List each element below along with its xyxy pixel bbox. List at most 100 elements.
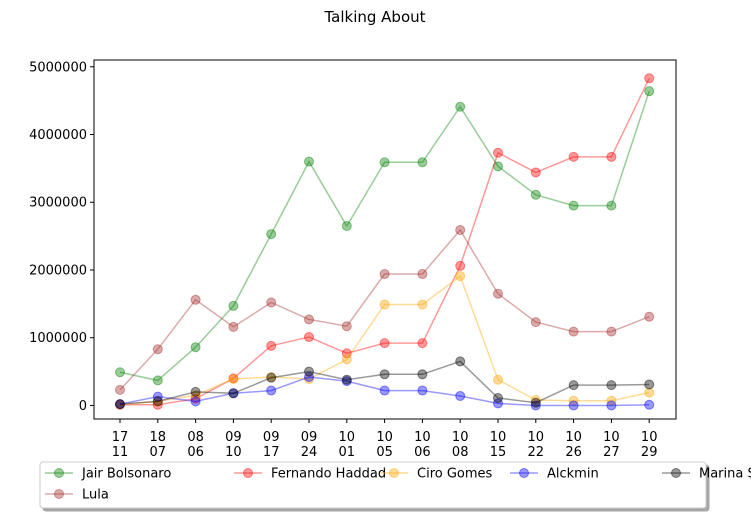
data-point-lula — [493, 288, 503, 299]
data-point-jair-bolsonaro — [530, 189, 541, 200]
legend-label-jair-bolsonaro: Jair Bolsonaro — [81, 467, 171, 482]
data-point-lula — [152, 344, 163, 355]
data-point-jair-bolsonaro — [417, 157, 428, 168]
data-point-lula — [304, 314, 314, 325]
data-point-ciro-gomes — [493, 374, 503, 385]
legend-label-alckmin: Alckmin — [547, 467, 599, 482]
y-axis: 0 1000000 2000000 3000000 4000000 5000000 — [29, 60, 94, 414]
data-point-alckmin — [644, 399, 655, 410]
data-point-fernando-haddad — [304, 332, 314, 343]
data-point-lula — [606, 326, 617, 337]
x-tick-label: 15 — [490, 445, 507, 460]
data-point-alckmin — [606, 400, 617, 411]
legend-marker-fernando-haddad — [243, 468, 253, 478]
data-point-lula — [644, 311, 655, 322]
data-point-ciro-gomes — [266, 372, 277, 383]
data-point-ciro-gomes — [152, 396, 163, 407]
data-point-jair-bolsonaro — [228, 300, 239, 311]
data-point-alckmin — [568, 400, 579, 411]
legend-marker-lula — [54, 489, 64, 499]
x-tick-label: 07 — [150, 445, 167, 460]
data-point-fernando-haddad — [644, 73, 655, 84]
data-point-ciro-gomes — [568, 395, 579, 406]
data-point-ciro-gomes — [530, 395, 541, 406]
data-point-fernando-haddad — [190, 393, 201, 404]
data-point-marina-silva — [644, 379, 655, 390]
x-tick-label: 26 — [565, 445, 582, 460]
data-point-alckmin — [115, 399, 125, 410]
data-point-ciro-gomes — [644, 387, 655, 398]
plot-area — [93, 59, 677, 420]
data-point-fernando-haddad — [341, 348, 352, 359]
data-point-jair-bolsonaro — [493, 161, 503, 172]
x-tick-label: 10 — [641, 430, 658, 445]
data-point-ciro-gomes — [417, 299, 428, 310]
data-point-alckmin — [493, 398, 503, 409]
series-line-marina-silva — [119, 360, 650, 405]
data-point-marina-silva — [152, 396, 163, 407]
x-tick-label: 10 — [490, 430, 507, 445]
x-tick-label: 22 — [528, 445, 545, 460]
data-point-fernando-haddad — [266, 340, 277, 351]
x-tick-label: 17 — [112, 430, 129, 445]
data-point-lula — [190, 294, 201, 305]
legend-marker-alckmin — [519, 468, 529, 478]
data-point-marina-silva — [417, 369, 428, 380]
data-point-fernando-haddad — [493, 147, 503, 158]
x-tick-label: 10 — [528, 430, 545, 445]
data-point-marina-silva — [455, 356, 466, 367]
y-tick-label: 3000000 — [29, 196, 87, 211]
x-tick-label: 17 — [263, 445, 280, 460]
series-line-alckmin — [119, 376, 650, 407]
x-tick-label: 10 — [225, 445, 242, 460]
data-point-jair-bolsonaro — [379, 157, 390, 168]
series-line-ciro-gomes — [119, 274, 650, 406]
data-point-marina-silva — [530, 397, 541, 408]
x-tick-label: 06 — [187, 445, 204, 460]
legend-marker-marina-silva — [671, 468, 681, 478]
series-line-lula — [119, 228, 650, 391]
data-point-fernando-haddad — [606, 151, 617, 162]
data-point-jair-bolsonaro — [341, 220, 352, 231]
y-tick-label: 0 — [79, 399, 87, 414]
x-tick-label: 08 — [187, 430, 204, 445]
data-point-jair-bolsonaro — [644, 86, 655, 97]
data-point-jair-bolsonaro — [304, 156, 314, 167]
data-point-marina-silva — [606, 380, 617, 391]
data-point-fernando-haddad — [152, 399, 163, 410]
data-point-marina-silva — [228, 388, 239, 399]
x-tick-label: 10 — [565, 430, 582, 445]
data-point-fernando-haddad — [455, 260, 466, 271]
data-point-marina-silva — [115, 399, 125, 410]
x-tick-label: 11 — [112, 445, 129, 460]
data-point-lula — [417, 269, 428, 280]
legend-marker-jair-bolsonaro — [54, 468, 64, 478]
data-point-ciro-gomes — [228, 374, 239, 385]
x-tick-label: 10 — [603, 430, 620, 445]
data-point-ciro-gomes — [455, 271, 466, 282]
x-axis: 1711180708060910091709241001100510061008… — [112, 419, 658, 460]
data-point-alckmin — [417, 385, 428, 396]
data-point-jair-bolsonaro — [568, 200, 579, 211]
data-point-ciro-gomes — [341, 354, 352, 365]
data-point-fernando-haddad — [228, 373, 239, 384]
chart-title: Talking About — [323, 8, 425, 26]
data-point-jair-bolsonaro — [266, 229, 277, 240]
data-point-alckmin — [341, 376, 352, 387]
legend-label-marina-silva: Marina Silva — [699, 467, 751, 482]
x-tick-label: 09 — [263, 430, 280, 445]
data-point-lula — [228, 321, 239, 332]
x-tick-label: 08 — [452, 445, 469, 460]
data-point-jair-bolsonaro — [455, 101, 466, 112]
data-point-marina-silva — [266, 372, 277, 383]
data-point-jair-bolsonaro — [115, 367, 125, 378]
legend: Jair Bolsonaro Fernando Haddad Ciro Gomes A… — [39, 461, 751, 509]
y-tick-label: 5000000 — [29, 60, 87, 75]
x-tick-label: 10 — [452, 430, 469, 445]
data-point-lula — [266, 297, 277, 308]
legend-marker-ciro-gomes — [389, 468, 399, 478]
series-layer — [115, 73, 655, 411]
x-tick-label: 10 — [339, 430, 356, 445]
data-point-alckmin — [152, 391, 163, 402]
data-point-fernando-haddad — [530, 167, 541, 178]
